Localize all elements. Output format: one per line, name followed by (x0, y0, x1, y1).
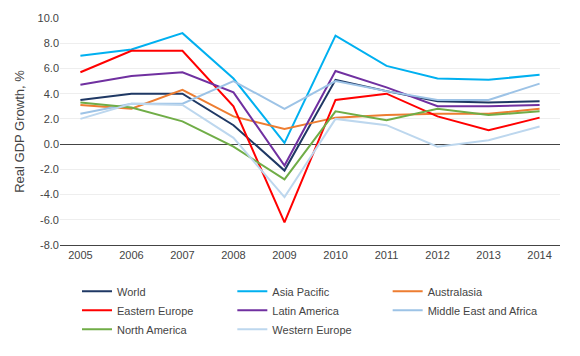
svg-text:Eastern Europe: Eastern Europe (117, 305, 193, 317)
svg-text:-6.0: -6.0 (40, 214, 59, 226)
svg-text:Middle East and Africa: Middle East and Africa (428, 305, 538, 317)
svg-text:2008: 2008 (221, 249, 245, 261)
svg-text:Asia Pacific: Asia Pacific (272, 286, 329, 298)
svg-text:8.0: 8.0 (44, 37, 59, 49)
svg-text:North America: North America (117, 324, 188, 336)
svg-text:2.0: 2.0 (44, 113, 59, 125)
svg-text:Real GDP Growth, %: Real GDP Growth, % (12, 70, 27, 193)
svg-text:2014: 2014 (527, 249, 551, 261)
svg-text:2007: 2007 (170, 249, 194, 261)
svg-text:Australasia: Australasia (428, 286, 483, 298)
svg-text:2009: 2009 (272, 249, 296, 261)
svg-text:Latin America: Latin America (272, 305, 340, 317)
svg-text:-8.0: -8.0 (40, 239, 59, 251)
svg-text:Western Europe: Western Europe (272, 324, 351, 336)
svg-text:2013: 2013 (476, 249, 500, 261)
svg-text:-4.0: -4.0 (40, 188, 59, 200)
svg-text:2012: 2012 (425, 249, 449, 261)
svg-text:6.0: 6.0 (44, 62, 59, 74)
svg-text:4.0: 4.0 (44, 88, 59, 100)
svg-text:2011: 2011 (375, 249, 399, 261)
svg-text:2006: 2006 (119, 249, 143, 261)
svg-text:0.0: 0.0 (44, 138, 59, 150)
svg-text:2010: 2010 (323, 249, 347, 261)
svg-text:-2.0: -2.0 (40, 163, 59, 175)
svg-text:World: World (117, 286, 146, 298)
svg-text:10.0: 10.0 (38, 12, 59, 24)
svg-text:2005: 2005 (68, 249, 92, 261)
